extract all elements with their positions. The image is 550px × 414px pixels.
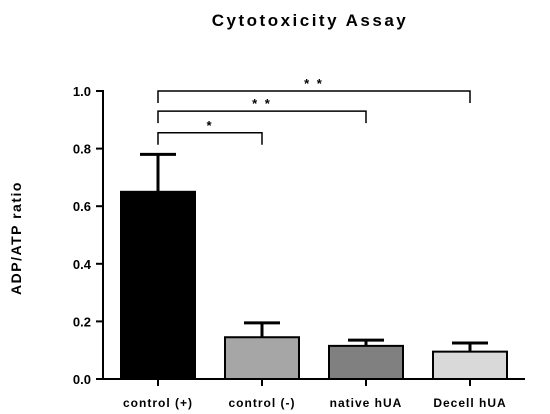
bars xyxy=(120,190,508,381)
bar xyxy=(224,336,300,380)
significance-bracket xyxy=(157,132,263,145)
y-tick-label: 0.6 xyxy=(73,199,91,214)
significance-bracket xyxy=(157,110,367,124)
y-tick-label: 0.8 xyxy=(73,142,91,157)
y-tick-label: 0.2 xyxy=(73,314,91,329)
significance-label: * xyxy=(206,118,213,133)
x-tick-labels: control (+) control (-) native hUA Decell h… xyxy=(123,379,506,410)
significance-label: * * xyxy=(304,76,324,91)
significance-label: * * xyxy=(252,96,272,111)
significance-brackets: * * * * * xyxy=(157,76,471,145)
y-tick-label: 1.0 xyxy=(73,84,91,99)
x-tick-label: Decell hUA xyxy=(433,396,506,410)
x-tick-label: native hUA xyxy=(330,396,403,410)
bar xyxy=(432,350,508,381)
y-tick-label: 0.0 xyxy=(73,372,91,387)
error-bars xyxy=(140,152,488,352)
x-tick-label: control (+) xyxy=(123,396,193,410)
x-tick-label: control (-) xyxy=(229,396,296,410)
significance-bracket xyxy=(157,90,471,103)
y-axis-label: ADP/ATP ratio xyxy=(8,181,24,295)
y-ticks: 0.0 0.2 0.4 0.6 0.8 1.0 xyxy=(73,84,103,387)
chart-title: Cytotoxicity Assay xyxy=(212,11,408,30)
y-tick-label: 0.4 xyxy=(73,257,92,272)
bar xyxy=(120,190,196,380)
bar xyxy=(328,344,404,381)
